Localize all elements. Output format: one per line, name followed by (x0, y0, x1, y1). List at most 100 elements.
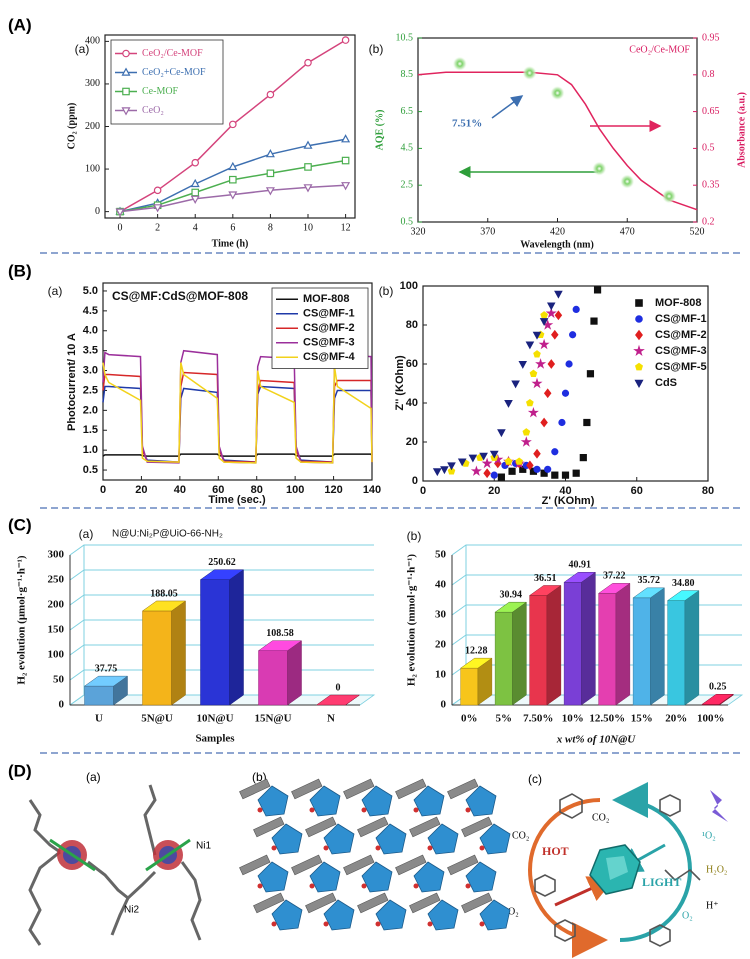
panel-label: (a) (79, 527, 94, 541)
chart-panel: (a) Samples H₂ evolution (μmol·g⁻¹·h⁻¹) N@U… (16, 527, 376, 745)
bar (632, 597, 651, 706)
x-tick-label: 470 (620, 226, 635, 237)
legend-label: CS@MF-1 (655, 313, 707, 325)
atom (427, 921, 433, 927)
bar-top (701, 694, 735, 705)
x-tick-label: 80 (702, 485, 714, 497)
polyhedron (257, 861, 289, 893)
y-tick-label: 40 (406, 397, 418, 409)
series-line (102, 453, 373, 457)
data-point (533, 350, 541, 358)
data-point (550, 86, 565, 101)
data-point (532, 331, 542, 340)
data-point (153, 204, 163, 213)
atom (413, 807, 419, 813)
linker (357, 816, 389, 838)
y2-tick-label: 0.2 (702, 216, 715, 227)
data-point (515, 457, 524, 465)
bar-top (257, 640, 303, 651)
x-tick-label: 320 (411, 226, 426, 237)
bar-top (315, 694, 361, 706)
legend-label: CS@MF-2 (303, 322, 355, 334)
bar (200, 579, 230, 706)
cycle-arrow (528, 798, 608, 958)
data-point (583, 418, 591, 427)
x-tick-label: 0 (100, 484, 106, 496)
atom (323, 845, 329, 851)
atom (479, 845, 485, 851)
data-point (115, 208, 125, 217)
light-icon (710, 790, 728, 822)
value-label: 37.22 (603, 571, 626, 582)
x-tick-label: 4 (193, 222, 198, 233)
polyhedron (323, 899, 355, 931)
bar-side (650, 587, 665, 706)
atom (257, 883, 263, 889)
polyhedron (309, 785, 341, 817)
value-label: 35.72 (638, 575, 661, 586)
y-tick-label: 10.5 (396, 32, 414, 43)
annotation: 7.51% (452, 118, 482, 130)
data-point (529, 369, 538, 377)
panel-label: (b) (407, 529, 422, 543)
data-point (554, 290, 563, 299)
data-point (572, 305, 580, 313)
data-point (531, 377, 543, 389)
data-point (266, 169, 275, 178)
bar (529, 595, 548, 706)
linker (357, 892, 389, 914)
polyhedron (271, 823, 303, 855)
data-point (341, 36, 350, 44)
x-tick-label: 5N@U (141, 713, 173, 725)
species-label: H₂O₂ (706, 864, 727, 875)
x-tick-label: U (95, 713, 103, 725)
data-point (229, 120, 237, 129)
x-axis-label: Time (h) (212, 238, 249, 249)
y-tick-label: 0.5 (83, 464, 98, 476)
x-tick-label: 80 (251, 484, 263, 496)
y-axis-label: H₂ evolution (mmol·g⁻¹·h⁻¹) (406, 554, 418, 686)
data-point (504, 457, 513, 465)
data-point (543, 388, 552, 399)
value-label: 30.94 (500, 589, 523, 600)
y2-tick-label: 0.35 (702, 179, 720, 190)
polyhedron (257, 785, 289, 817)
polyhedron (361, 785, 393, 817)
bar-top (563, 572, 597, 583)
data-point (527, 406, 539, 418)
x-tick-label: N (327, 713, 335, 725)
panel-label: (c) (528, 772, 542, 786)
x-tick-label: 100% (697, 713, 725, 725)
grid-line (451, 574, 742, 586)
atom (361, 883, 367, 889)
annotation-arrow (491, 95, 524, 119)
series-line (417, 71, 698, 211)
y-tick-label: 200 (48, 599, 65, 611)
species-label: H⁺ (706, 900, 719, 911)
bar-side (229, 569, 244, 706)
polyhedron (413, 785, 445, 817)
bar-top (666, 590, 700, 601)
y-tick-label: 2.5 (401, 179, 414, 190)
bar (258, 650, 288, 706)
y-axis-label: AQE (%) (374, 110, 385, 151)
x-tick-label: 7.50% (523, 713, 553, 725)
linker (409, 816, 441, 838)
annotation: CS@MF:CdS@MOF-808 (112, 289, 248, 303)
linker (395, 778, 427, 800)
data-point (569, 331, 577, 339)
x-tick-label: 20 (488, 485, 500, 497)
x-tick-label: 8 (268, 222, 273, 233)
data-point (572, 469, 580, 477)
bond (49, 838, 96, 872)
chart-panel: (b) Wavelength (nm) AQE (%) Absorbance (a.u… (369, 32, 748, 250)
polyhedron (427, 823, 459, 855)
legend-label: CeO₂/Ce-MOF (142, 48, 203, 59)
legend-label: CS@MF-3 (303, 337, 355, 349)
y-tick-label: 0 (59, 699, 65, 711)
polyhedron (479, 823, 511, 855)
data-point (479, 452, 488, 461)
section-label: (B) (8, 261, 32, 280)
y2-tick-label: 0.8 (702, 69, 715, 80)
bar-top (528, 585, 562, 596)
